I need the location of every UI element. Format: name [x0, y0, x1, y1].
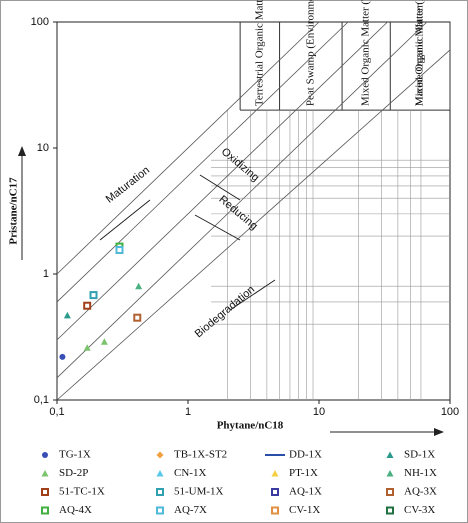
legend-label: AQ-7X	[174, 504, 207, 516]
legend-item: CN-1X	[156, 467, 206, 479]
annotation-arrow	[229, 279, 276, 311]
legend-marker	[386, 506, 394, 515]
x-tick-label: 100	[441, 406, 459, 418]
legend-label: AQ-3X	[404, 486, 437, 498]
legend-marker	[156, 451, 164, 459]
legend-marker	[41, 470, 49, 477]
legend-label: SD-1X	[404, 449, 435, 461]
legend-item: NH-1X	[386, 467, 437, 479]
legend-item: AQ-3X	[386, 486, 437, 498]
legend-item: AQ-1X	[271, 486, 322, 498]
diagonal	[56, 21, 349, 303]
legend-label: CV-3X	[404, 504, 435, 516]
diagonal	[56, 21, 320, 275]
legend-label: AQ-4X	[59, 504, 92, 516]
legend-label: TB-1X-ST2	[174, 449, 227, 461]
point	[135, 282, 143, 290]
x-tick-label: 1	[185, 406, 191, 418]
y-axis-label: Pristane/nC17	[8, 177, 20, 245]
legend-item: 51-UM-1X	[156, 486, 224, 498]
header-label: Marine Organic Matter	[414, 4, 426, 106]
y-arrow-head	[18, 146, 26, 156]
legend-marker	[386, 470, 394, 477]
point	[83, 301, 92, 310]
annotation-arrow	[199, 174, 241, 201]
x-axis-label: Phytane/nC18	[217, 420, 284, 432]
legend-label: TG-1X	[59, 449, 91, 461]
legend-marker	[271, 506, 279, 515]
legend-marker	[271, 488, 279, 496]
point	[63, 311, 71, 319]
header-label: Peat Swamp (Environment)	[304, 0, 316, 106]
plot-area	[56, 21, 451, 401]
legend-item: TG-1X	[42, 449, 91, 461]
header-label: Mixed Organic Matter (Transitional)	[360, 0, 372, 106]
legend-item: AQ-7X	[156, 504, 207, 516]
x-tick-label: 10	[313, 406, 325, 418]
annotation-arrow	[99, 199, 151, 241]
legend-marker	[386, 488, 394, 496]
legend-marker	[271, 470, 279, 477]
legend-item: 51-TC-1X	[41, 486, 105, 498]
legend-item: CV-3X	[386, 504, 435, 516]
legend-label: PT-1X	[289, 467, 318, 479]
x-arrow-head	[434, 428, 444, 436]
legend-item: TB-1X-ST2	[156, 449, 227, 461]
header-label: Terrestrial Organic Matter	[253, 0, 265, 106]
point	[59, 353, 66, 360]
legend-label: DD-1X	[289, 449, 322, 461]
legend-label: SD-2P	[59, 467, 88, 479]
annotation-arrow	[194, 214, 241, 241]
legend-item: AQ-4X	[41, 504, 92, 516]
y-tick-label: 0,1	[34, 394, 49, 406]
legend-marker	[41, 488, 49, 496]
legend-item: SD-2P	[41, 467, 88, 479]
legend-label: CN-1X	[174, 467, 206, 479]
legend-marker	[386, 451, 394, 458]
legend-item: CV-1X	[271, 504, 320, 516]
diagonal	[56, 21, 388, 341]
legend-marker	[156, 488, 164, 496]
legend-label: 51-UM-1X	[174, 486, 224, 498]
x-tick-label: 0,1	[49, 406, 64, 418]
legend-label: AQ-1X	[289, 486, 322, 498]
diagonal	[56, 49, 451, 401]
legend-marker	[156, 506, 164, 515]
point	[133, 313, 142, 322]
legend-item: SD-1X	[386, 449, 435, 461]
y-tick-label: 100	[31, 16, 49, 28]
legend-label: CV-1X	[289, 504, 320, 516]
legend-marker	[41, 506, 49, 515]
legend-marker	[156, 470, 164, 477]
legend-marker	[42, 452, 48, 458]
point	[89, 291, 98, 300]
legend-label: 51-TC-1X	[59, 486, 105, 498]
point	[100, 338, 108, 345]
y-tick-label: 1	[43, 268, 49, 280]
legend-item: DD-1X	[265, 449, 322, 461]
y-tick-label: 10	[37, 142, 49, 154]
point	[115, 246, 124, 255]
diagonal	[56, 21, 428, 379]
legend-item: PT-1X	[271, 467, 318, 479]
point	[83, 344, 91, 351]
legend-label: NH-1X	[404, 467, 437, 479]
